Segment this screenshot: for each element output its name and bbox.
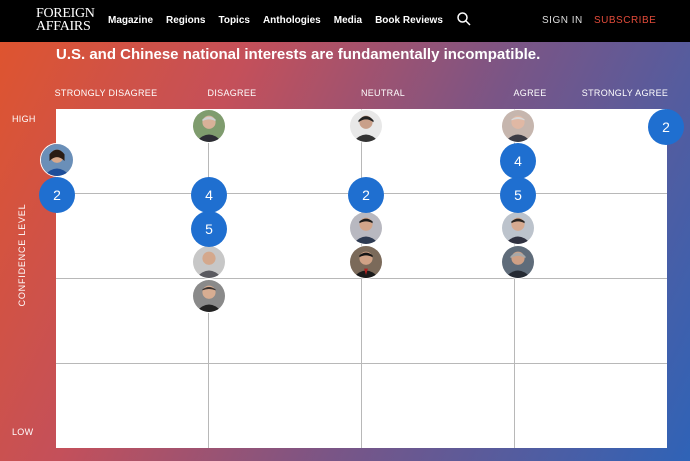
count-bubble-neutral[interactable]: 2 [348,177,384,213]
nav-book-reviews[interactable]: Book Reviews [375,15,443,26]
expert-avatar[interactable] [349,109,383,143]
nav-magazine[interactable]: Magazine [108,15,154,26]
survey-question: U.S. and Chinese national interests are … [56,46,541,63]
expert-avatar[interactable] [192,109,226,143]
expert-avatar[interactable] [40,143,74,177]
confidence-high-label: HIGH [12,114,36,124]
nav-topics[interactable]: Topics [218,15,250,26]
logo-line-1: FOREIGN [36,6,95,21]
column-agree: AGREE [513,88,547,98]
count-bubble-disagree-lower[interactable]: 5 [191,211,227,247]
nav-anthologies[interactable]: Anthologies [262,15,321,26]
expert-avatar[interactable] [501,211,535,245]
confidence-level-axis-label: CONFIDENCE LEVEL [17,203,27,307]
count-bubble-strongly-agree[interactable]: 2 [648,109,684,145]
count-bubble-agree-lower[interactable]: 5 [500,177,536,213]
foreign-affairs-logo[interactable]: FOREIGN AFFAIRS [36,6,104,34]
expert-avatar[interactable] [501,109,535,143]
column-strongly-agree: STRONGLY AGREE [581,88,669,98]
column-neutral: NEUTRAL [360,88,406,98]
count-bubble-disagree-upper[interactable]: 4 [191,177,227,213]
top-navigation-bar: FOREIGN AFFAIRS Magazine Regions Topics … [0,0,690,42]
column-strongly-disagree: STRONGLY DISAGREE [54,88,158,98]
confidence-low-label: LOW [12,427,34,437]
grid-line-horizontal [56,363,667,364]
expert-avatar[interactable] [349,245,383,279]
expert-avatar[interactable] [501,245,535,279]
main-nav: Magazine Regions Topics Anthologies Medi… [108,15,443,26]
nav-regions[interactable]: Regions [166,15,206,26]
sign-in-link[interactable]: SIGN IN [542,15,583,26]
expert-avatar[interactable] [192,279,226,313]
logo-line-2: AFFAIRS [36,19,91,34]
subscribe-link[interactable]: SUBSCRIBE [594,15,657,26]
nav-media[interactable]: Media [333,15,363,26]
count-bubble-agree-upper[interactable]: 4 [500,143,536,179]
expert-avatar[interactable] [349,211,383,245]
search-icon[interactable] [456,11,472,27]
column-disagree: DISAGREE [207,88,257,98]
count-bubble-strongly-disagree[interactable]: 2 [39,177,75,213]
expert-avatar[interactable] [192,245,226,279]
